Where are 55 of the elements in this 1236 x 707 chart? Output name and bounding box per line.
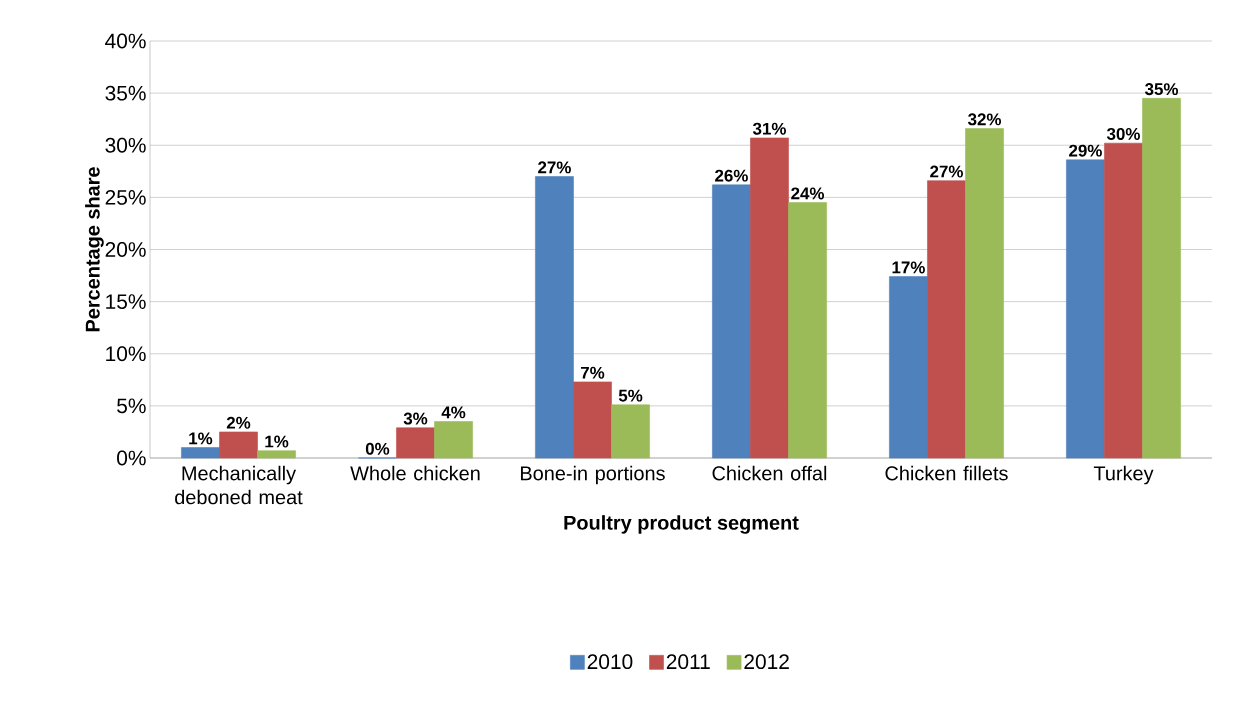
y-tick-label: 5% — [117, 398, 146, 414]
y-axis-title: Percentage share — [85, 167, 104, 332]
bar — [611, 404, 650, 459]
bar — [1066, 159, 1105, 459]
data-label: 17% — [892, 261, 925, 274]
x-tick-label: Whole chicken — [350, 465, 480, 481]
legend-label: 2011 — [666, 654, 710, 670]
x-axis-title: Poultry product segment — [564, 515, 799, 534]
data-label: 27% — [930, 165, 963, 178]
y-tick-label: 30% — [105, 137, 146, 153]
y-tick-label: 40% — [105, 33, 146, 49]
bar — [257, 450, 296, 459]
data-label: 3% — [403, 412, 428, 425]
x-tick-label: Chicken fillets — [885, 465, 1008, 481]
bar — [1104, 142, 1143, 459]
data-label: 30% — [1106, 127, 1140, 140]
bar — [927, 180, 966, 459]
data-label: 31% — [752, 122, 786, 135]
data-label: 4% — [441, 406, 466, 419]
bar — [750, 137, 789, 459]
x-tick-label: Turkey — [1093, 465, 1154, 485]
data-label: 24% — [791, 187, 825, 200]
y-tick-label: 0% — [117, 450, 146, 466]
bar — [535, 176, 574, 459]
legend-label: 2012 — [744, 654, 789, 670]
data-label: 29% — [1069, 144, 1102, 157]
bar — [712, 184, 751, 459]
data-label: 0% — [365, 442, 390, 455]
y-tick-label: 20% — [105, 242, 146, 257]
bar — [788, 202, 827, 459]
data-label: 1% — [189, 432, 213, 445]
data-label: 26% — [715, 169, 748, 182]
data-label: 5% — [618, 389, 643, 402]
bar — [889, 276, 928, 459]
data-label: 2% — [226, 416, 251, 429]
y-tick-label: 25% — [105, 189, 146, 205]
bar — [1142, 98, 1181, 459]
bar — [434, 421, 473, 459]
bar — [573, 381, 612, 459]
y-tick-label: 15% — [106, 294, 146, 309]
bar — [396, 427, 435, 459]
x-tick-label: Bone-in portions — [521, 465, 665, 485]
data-label: 7% — [580, 366, 605, 379]
data-label: 35% — [1144, 83, 1179, 96]
bar — [219, 431, 258, 459]
y-tick-label: 35% — [105, 85, 146, 101]
data-label: 27% — [538, 161, 571, 174]
bar — [181, 447, 220, 459]
x-tick-label: Chicken offal — [712, 465, 827, 481]
bar — [965, 128, 1004, 459]
data-label: 1% — [265, 435, 289, 448]
data-label: 32% — [967, 113, 1002, 126]
x-tick-label: Mechanically deboned meat — [175, 465, 303, 505]
legend-label: 2010 — [587, 654, 633, 670]
y-tick-label: 10% — [106, 346, 146, 362]
